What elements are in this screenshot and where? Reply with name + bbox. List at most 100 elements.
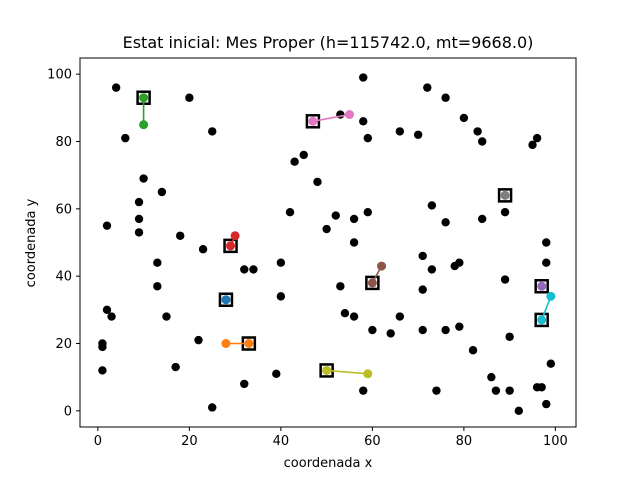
data-point [111,83,121,92]
data-point [528,140,537,150]
data-point [468,346,478,355]
data-point [153,258,162,267]
route-point [377,261,387,271]
data-point [505,386,514,395]
data-point [272,369,281,379]
route-point [546,291,556,301]
route-point [367,278,377,288]
data-point [363,207,373,217]
axes-frame [79,57,577,428]
data-point [386,329,395,338]
x-tick-label: 0 [94,434,102,449]
data-point [542,258,551,267]
route-point [308,116,318,126]
data-point [194,335,203,345]
depot-marker [534,312,549,328]
data-point [359,117,368,126]
data-point [441,325,450,335]
data-point [487,372,496,382]
x-tick-label: 80 [456,434,473,449]
data-point [459,113,469,123]
data-point [153,282,162,291]
data-point [208,127,217,136]
data-point [134,197,144,207]
data-point [500,207,510,217]
data-point [505,332,514,341]
data-point [240,265,249,274]
data-point [134,214,144,224]
data-point [359,386,368,395]
data-point [395,127,405,136]
route-point [230,231,240,241]
data-point [500,275,510,284]
data-point [276,258,286,267]
route-line [312,113,350,123]
y-tick-label: 80 [55,135,72,150]
data-point [363,133,373,143]
data-point [176,231,185,240]
data-point [313,177,322,187]
x-tick-label: 20 [181,434,198,449]
data-point [542,399,551,409]
plot-area [79,57,577,428]
data-point [427,201,437,210]
data-point [240,379,249,389]
data-point [418,251,427,261]
data-point [455,322,464,331]
data-point [121,133,130,143]
data-point [477,214,487,224]
depot-marker [305,114,321,129]
route-point [537,315,547,325]
data-point [185,93,194,102]
data-point [322,224,331,234]
data-point [157,187,167,197]
data-point [349,312,359,321]
data-point [198,245,208,254]
data-point [423,83,432,92]
data-point [418,285,427,294]
route-point [139,93,149,103]
data-point [427,265,437,274]
data-point [285,207,295,217]
data-point [299,150,308,160]
data-point [290,157,299,166]
data-point [514,406,524,416]
x-tick-label: 60 [364,434,381,449]
y-axis-label: coordenada y [24,198,39,287]
route-point [221,339,231,349]
data-point [441,93,450,102]
data-point [473,127,482,136]
data-point [359,73,368,82]
data-point [107,312,116,321]
x-axis-label: coordenada x [284,456,373,471]
chart-title: Estat inicial: Mes Proper (h=115742.0, m… [123,33,534,52]
route-point [363,369,373,379]
axis-ticks: 0 20 40 60 80 100 0 20 40 60 80 100 [47,68,568,449]
data-point [331,211,340,220]
data-point [477,137,487,146]
data-point [395,312,405,321]
data-point [276,292,286,301]
route-line [326,369,368,375]
data-point [368,325,377,335]
route-point [345,110,355,120]
data-point [537,383,546,392]
route-point [537,281,547,291]
data-point [349,214,359,224]
data-point [98,366,107,375]
depot-marker [218,292,234,307]
x-tick-label: 100 [543,434,568,449]
depot-marker [497,188,513,203]
data-point [98,342,107,352]
x-tick-label: 40 [273,434,290,449]
y-tick-label: 0 [64,404,72,419]
data-point [102,305,112,315]
depot-marker [534,279,549,294]
route-point [226,241,236,251]
data-point [546,359,556,368]
data-point [336,282,345,291]
data-point [249,265,258,274]
data-point [532,133,542,143]
